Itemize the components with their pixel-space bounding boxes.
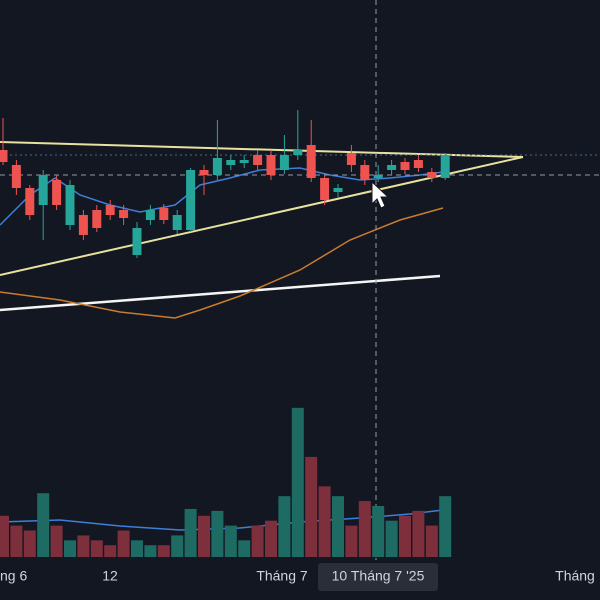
volume-bar [90, 540, 103, 557]
x-axis-label: Tháng [555, 568, 595, 584]
candle-body [373, 175, 383, 178]
volume-bar [224, 525, 237, 557]
mid-ma [0, 207, 444, 319]
candle-body [132, 228, 142, 255]
candle-body [346, 153, 356, 165]
candle-body [145, 210, 155, 220]
volume-ma [0, 509, 444, 531]
candle-body [279, 155, 289, 170]
candle-body [266, 155, 276, 175]
marks [0, 110, 452, 557]
candle-body [105, 205, 115, 215]
cursor [371, 180, 390, 209]
volume-bar [278, 496, 291, 557]
candle-body [119, 210, 129, 218]
volume-bar [372, 505, 385, 557]
candle-body [38, 175, 48, 205]
volume-bar [211, 510, 224, 557]
candle-body [387, 165, 397, 170]
candle-body [92, 210, 102, 228]
candle-body [306, 145, 316, 178]
volume-bar [184, 508, 197, 557]
x-axis-label: ng 6 [0, 568, 27, 584]
volume-bar [332, 496, 344, 557]
volume-bar [64, 540, 76, 557]
long-ma [0, 274, 441, 312]
candle-body [199, 170, 209, 175]
volume-bar [399, 515, 411, 557]
candle-body [293, 150, 303, 155]
candle-body [65, 185, 75, 225]
volume-bar [131, 540, 143, 557]
volume-bar [157, 545, 170, 557]
x-axis-label: 12 [102, 568, 118, 584]
volume-bar [265, 520, 277, 557]
crosshair-label-box [318, 563, 438, 591]
candle-body [427, 172, 437, 178]
volume-bar [10, 525, 23, 557]
candle-body [186, 170, 196, 230]
volume-bar [171, 535, 184, 557]
volume-bar [77, 535, 90, 557]
candle-body [400, 162, 410, 170]
candle-body [413, 160, 423, 168]
volume-bar [412, 510, 425, 557]
volume-bar [439, 496, 452, 557]
volume-bar [104, 545, 117, 557]
volume-bar [425, 525, 438, 557]
volume-bar [358, 501, 371, 557]
candle-body [159, 208, 169, 220]
volume-bar [291, 407, 304, 557]
candle-body [78, 215, 88, 235]
volume-bar [144, 545, 157, 557]
candle-body [52, 180, 62, 205]
volume-bar [0, 515, 9, 557]
candle-body [253, 155, 263, 165]
volume-bar [345, 525, 358, 557]
candle-body [239, 160, 249, 163]
volume-bar [318, 486, 331, 557]
candle-body [360, 165, 370, 180]
candle-body [25, 188, 35, 215]
volume-bar [50, 525, 63, 557]
candle-body [212, 158, 222, 175]
volume-bar [23, 530, 36, 557]
volume-bar [117, 530, 130, 557]
candle-body [11, 165, 21, 188]
volume-bar [305, 456, 318, 557]
volume-bar [37, 493, 50, 557]
candle-body [226, 160, 236, 165]
candle-body [172, 215, 182, 230]
candle-body [0, 150, 8, 162]
x-axis-label: Tháng 7 [256, 568, 308, 584]
x-axis-label: 10 Tháng 7 '25 [332, 568, 425, 584]
volume-bar [251, 525, 264, 557]
candle-body [320, 178, 330, 200]
volume-bar [238, 540, 251, 557]
volume-bar [385, 520, 398, 557]
candle-body [440, 155, 450, 178]
candle-body [333, 188, 343, 192]
volume-bar [198, 515, 210, 557]
